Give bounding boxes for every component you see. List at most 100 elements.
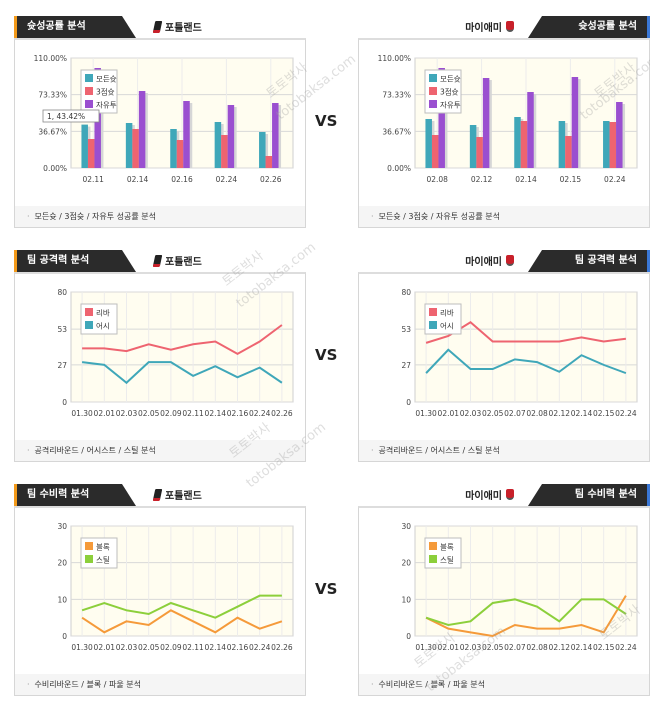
legend-swatch [85,308,93,316]
panel-defense-away: 팀 수비력 분석 마이애미 30 20 10 0 01.30 02.01 02.03 02.05 0… [358,484,650,696]
panel-shooting-home: 슛성공률 분석 포틀랜드 110.00% 73.33% 36.67% 0.00% 02.11… [14,16,306,228]
y-tick-label: 73.33% [382,91,411,100]
legend-label: 리바 [96,308,110,318]
bar [125,123,133,168]
x-tick-label: 02.01 [438,643,460,652]
bar [438,68,445,168]
legend-swatch [429,308,437,316]
legend-swatch [429,321,437,329]
x-tick-label: 02.09 [160,409,182,418]
bar [603,121,610,168]
heat-logo-icon [506,489,514,500]
legend-label: 모든슛 [96,75,117,84]
y-tick-label: 73.33% [38,91,67,100]
x-tick-label: 02.26 [260,175,282,184]
bar [571,77,579,168]
x-tick-label: 01.30 [415,409,437,418]
bullet-icon: · [371,212,374,221]
legend-swatch [429,100,437,108]
blazers-logo-icon [152,488,163,501]
legend-label: 리바 [440,308,454,318]
team-label: 마이애미 [465,253,514,268]
panel-header: 팀 공격력 분석 마이애미 [358,250,650,272]
bar [469,125,477,168]
y-tick-label: 30 [57,522,67,531]
x-tick-label: 02.12 [549,643,571,652]
series-line [425,598,627,627]
panel-footer: · 수비리바운드 / 블록 / 파울 분석 [358,674,650,696]
y-tick-label: 20 [401,559,411,568]
bar [565,136,572,168]
x-tick-label: 01.30 [71,643,93,652]
team-label: 포틀랜드 [152,19,202,34]
x-tick-label: 02.05 [138,409,160,418]
chart-svg: 110.00% 73.33% 36.67% 0.00% 02.08 02.12 02.14 0… [378,54,638,184]
heat-logo-icon [506,255,514,266]
panel-header: 팀 수비력 분석 마이애미 [358,484,650,506]
x-tick-label: 01.30 [415,643,437,652]
x-tick-label: 02.14 [571,409,593,418]
panel-footer: · 공격리바운드 / 어시스트 / 스틸 분석 [358,440,650,462]
bar [527,92,534,168]
x-tick-label: 02.14 [127,175,149,184]
legend-swatch [85,100,93,108]
panel-title: 팀 수비력 분석 [14,484,136,506]
footer-text: 공격리바운드 / 어시스트 / 스틸 분석 [378,446,500,455]
x-tick-label: 02.15 [593,409,615,418]
x-tick-label: 02.24 [216,175,238,184]
chart-svg: 110.00% 73.33% 36.67% 0.00% 02.11 02.14 02.16 0… [34,54,294,184]
bar [425,119,432,168]
bar [431,135,439,168]
legend-swatch [85,542,93,550]
chart-area: 110.00% 73.33% 36.67% 0.00% 02.11 02.14 02.16 0… [14,38,306,208]
y-tick-label: 10 [57,595,67,604]
bar [132,129,139,168]
x-tick-label: 02.15 [593,643,615,652]
y-tick-label: 0.00% [43,164,67,173]
series-line [425,348,627,375]
legend-swatch [85,555,93,563]
footer-text: 공격리바운드 / 어시스트 / 스틸 분석 [34,446,156,455]
bullet-icon: · [371,680,374,689]
panel-title: 팀 공격력 분석 [528,250,650,272]
panel-shooting-away: 슛성공률 분석 마이애미 110.00% 73.33% 36.67% 0.00% 02.08… [358,16,650,228]
bar [81,124,88,168]
x-tick-label: 02.24 [615,409,637,418]
chart-area: 80 53 27 0 01.30 02.01 02.03 02.05 02.07 02.08 02.… [358,272,650,442]
bar [558,121,566,168]
x-tick-label: 02.08 [426,175,448,184]
blazers-logo-icon [152,20,163,33]
team-name: 포틀랜드 [165,491,202,502]
bar [259,132,266,168]
legend-swatch [85,74,93,82]
bullet-icon: · [27,446,30,455]
y-tick-label: 27 [401,361,411,370]
bar [520,121,528,168]
vs-label-offense: VS [315,346,338,364]
x-tick-label: 02.07 [504,409,526,418]
bar [609,122,617,168]
x-tick-label: 02.11 [182,409,204,418]
x-tick-label: 02.16 [171,175,193,184]
panel-footer: · 공격리바운드 / 어시스트 / 스틸 분석 [14,440,306,462]
series-line [81,361,283,385]
panel-defense-home: 팀 수비력 분석 포틀랜드 30 20 10 0 01.30 02.01 02.03 02.05 0… [14,484,306,696]
y-tick-label: 53 [401,325,411,334]
x-tick-label: 02.11 [82,175,104,184]
bar [176,140,184,168]
bar [138,91,146,168]
x-tick-label: 02.14 [515,175,537,184]
x-tick-label: 02.03 [460,409,482,418]
bar [514,117,521,168]
series-line [82,324,283,356]
blazers-logo-icon [152,254,163,267]
x-tick-label: 02.12 [549,409,571,418]
panel-header: 팀 공격력 분석 포틀랜드 [14,250,306,272]
panel-title: 팀 수비력 분석 [528,484,650,506]
